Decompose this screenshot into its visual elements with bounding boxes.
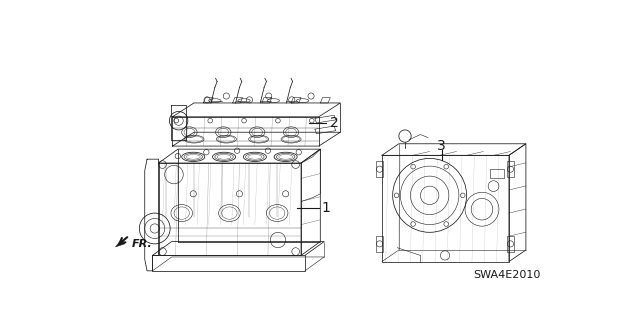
Bar [507,236,515,252]
Bar [490,169,504,178]
Text: 1: 1 [322,201,331,215]
Bar [507,161,515,177]
Text: SWA4E2010: SWA4E2010 [474,271,541,280]
Bar [376,236,383,252]
Text: 3: 3 [437,139,446,153]
Text: FR.: FR. [132,239,152,249]
Text: 2: 2 [330,116,339,130]
Bar [376,161,383,177]
Polygon shape [115,239,125,247]
